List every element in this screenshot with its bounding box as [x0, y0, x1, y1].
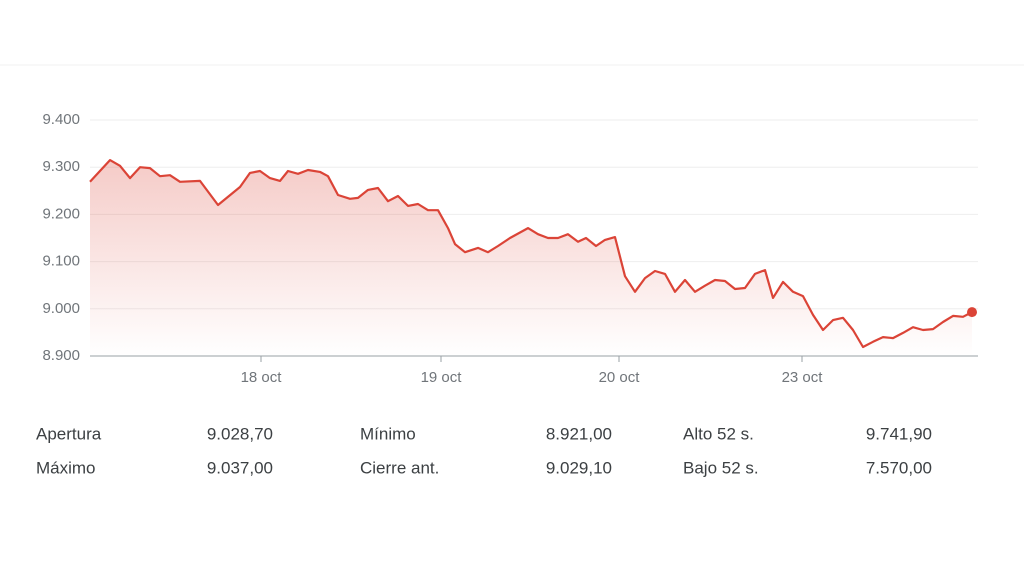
stat-label: Bajo 52 s.: [683, 458, 759, 477]
x-tick-label: 20 oct: [599, 369, 641, 386]
stat-label: Máximo: [36, 458, 96, 477]
stat-label: Mínimo: [360, 424, 416, 443]
stat-value: 9.037,00: [207, 458, 273, 477]
price-line: [89, 159, 973, 349]
stat-label: Alto 52 s.: [683, 424, 754, 443]
x-tick-label: 23 oct: [782, 369, 824, 386]
y-tick-label: 9.000: [42, 300, 80, 317]
stat-label: Cierre ant.: [360, 458, 439, 477]
y-tick-label: 9.200: [42, 205, 80, 222]
y-tick-label: 9.400: [42, 111, 80, 128]
stat-label: Apertura: [36, 424, 102, 443]
stat-value: 8.921,00: [546, 424, 612, 443]
stat-value: 9.028,70: [207, 424, 273, 443]
x-tick-label: 19 oct: [421, 369, 463, 386]
x-tick-label: 18 oct: [241, 369, 283, 386]
y-tick-label: 9.100: [42, 253, 80, 270]
stat-value: 9.029,10: [546, 458, 612, 477]
stat-value: 9.741,90: [866, 424, 932, 443]
area-fill: [90, 160, 972, 356]
y-tick-label: 9.300: [42, 158, 80, 175]
y-tick-label: 8.900: [42, 347, 80, 364]
last-point: [967, 307, 977, 318]
stat-value: 7.570,00: [866, 458, 932, 477]
